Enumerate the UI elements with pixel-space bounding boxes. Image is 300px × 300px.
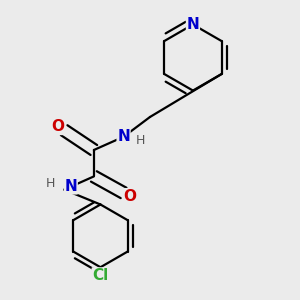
Text: N: N xyxy=(117,129,130,144)
Text: H: H xyxy=(135,134,145,147)
Text: N: N xyxy=(64,179,77,194)
Text: O: O xyxy=(124,189,137,204)
Text: Cl: Cl xyxy=(92,268,109,283)
Text: O: O xyxy=(51,119,64,134)
Text: N: N xyxy=(187,17,199,32)
Text: H: H xyxy=(46,176,56,190)
